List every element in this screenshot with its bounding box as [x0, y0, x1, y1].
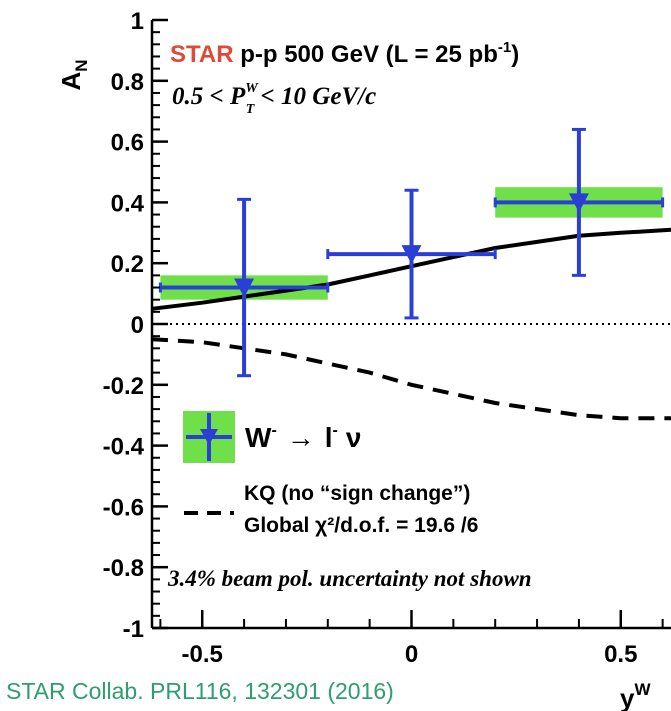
x-tick-label: -0.5 [182, 641, 223, 668]
y-axis-label: AN [56, 59, 91, 90]
legend-kq-entry: KQ (no “sign change”) Global χ²/d.o.f. =… [184, 482, 478, 537]
triangle-marker [234, 278, 255, 298]
data-point-1 [326, 188, 497, 320]
y-tick-label: 0.4 [111, 190, 145, 217]
y-tick-label: 0.6 [111, 130, 144, 157]
data-point-2 [493, 127, 665, 277]
legend-data-label: W- → l-ν [245, 422, 361, 453]
y-tick-label: -0.4 [103, 434, 145, 461]
citation-text: STAR Collab. PRL116, 132301 (2016) [6, 678, 394, 704]
y-tick-label: 1 [131, 8, 144, 35]
pt-range-label: 0.5 < PW T < 10 GeV/c [172, 81, 376, 117]
theory-curve-kq-dashed [151, 337, 671, 421]
y-tick-label: 0 [131, 312, 144, 339]
triangle-marker [568, 193, 589, 213]
x-axis-ticks: -0.5 0 0.5 [159, 610, 664, 668]
legend-data-entry: W- → l-ν [183, 411, 361, 463]
y-tick-label: -0.2 [103, 373, 144, 400]
beam-pol-note: 3.4% beam pol. uncertainty not shown [167, 566, 532, 591]
y-axis-ticks: -1 -0.8 -0.6 -0.4 -0.2 0 0.2 0.4 0.6 0.8 1 [103, 8, 168, 643]
legend-triangle-marker [200, 429, 218, 445]
y-tick-label: 0.2 [111, 251, 144, 278]
y-tick-label: 0.8 [111, 69, 144, 96]
y-tick-label: -0.6 [103, 494, 144, 521]
triangle-marker [401, 245, 422, 265]
legend-kq-label: KQ (no “sign change”) [244, 482, 470, 505]
y-tick-label: -0.8 [103, 555, 144, 582]
data-points [158, 127, 665, 378]
x-tick-label: 0.5 [604, 641, 637, 668]
y-tick-label: -1 [123, 616, 144, 643]
data-point-0 [158, 197, 330, 378]
x-axis-label: yW [620, 680, 651, 711]
experiment-label: STAR p-p 500 GeV (L = 25 pb-1) [170, 39, 519, 68]
legend-chi2-label: Global χ²/d.o.f. = 19.6 /6 [244, 514, 478, 537]
x-tick-label: 0 [405, 641, 418, 668]
